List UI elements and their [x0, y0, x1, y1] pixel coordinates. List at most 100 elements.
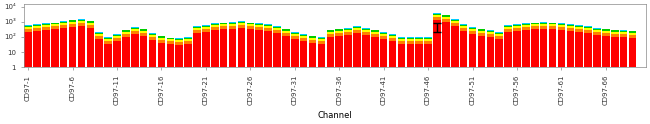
- Bar: [86, 25, 94, 28]
- Bar: [362, 35, 370, 67]
- Bar: [105, 38, 112, 39]
- Bar: [460, 26, 467, 28]
- Bar: [326, 32, 334, 34]
- Bar: [629, 33, 636, 35]
- Bar: [469, 29, 476, 31]
- Bar: [300, 38, 307, 41]
- Bar: [51, 27, 58, 29]
- Bar: [558, 27, 566, 30]
- Bar: [77, 26, 85, 67]
- Bar: [584, 26, 592, 27]
- Bar: [158, 40, 165, 43]
- Bar: [353, 30, 361, 33]
- Bar: [567, 31, 574, 67]
- Bar: [86, 23, 94, 25]
- Bar: [211, 25, 218, 27]
- Bar: [593, 32, 601, 35]
- Bar: [309, 38, 317, 40]
- Bar: [282, 29, 290, 31]
- Bar: [211, 27, 218, 30]
- Bar: [318, 37, 325, 38]
- Bar: [478, 33, 485, 36]
- Bar: [558, 30, 566, 67]
- Bar: [149, 40, 157, 67]
- Bar: [531, 24, 538, 27]
- Bar: [69, 24, 76, 27]
- Bar: [442, 19, 450, 22]
- Bar: [131, 34, 138, 67]
- Bar: [238, 25, 245, 28]
- Bar: [176, 42, 183, 45]
- Bar: [575, 27, 583, 29]
- Bar: [193, 26, 201, 27]
- Bar: [495, 36, 503, 39]
- Bar: [300, 34, 307, 35]
- Bar: [584, 33, 592, 67]
- Bar: [593, 29, 601, 30]
- Bar: [77, 23, 85, 26]
- Bar: [202, 29, 210, 32]
- Bar: [105, 44, 112, 67]
- Bar: [255, 24, 263, 25]
- Bar: [265, 31, 272, 67]
- Bar: [531, 27, 538, 29]
- Bar: [335, 33, 343, 36]
- Bar: [584, 28, 592, 30]
- Bar: [291, 32, 298, 33]
- Bar: [166, 44, 174, 67]
- Bar: [415, 44, 423, 67]
- Bar: [460, 28, 467, 31]
- Bar: [629, 38, 636, 67]
- Bar: [69, 27, 76, 67]
- Bar: [424, 37, 432, 38]
- Bar: [265, 25, 272, 26]
- Bar: [424, 44, 432, 67]
- Bar: [176, 40, 183, 42]
- Bar: [344, 29, 352, 30]
- Bar: [415, 41, 423, 44]
- Bar: [24, 27, 32, 29]
- Bar: [433, 13, 441, 14]
- Bar: [42, 23, 49, 24]
- Bar: [442, 17, 450, 19]
- Bar: [291, 39, 298, 67]
- Bar: [504, 32, 512, 67]
- Bar: [371, 37, 378, 67]
- Bar: [326, 34, 334, 37]
- Bar: [451, 23, 458, 26]
- Bar: [415, 39, 423, 41]
- Bar: [42, 27, 49, 30]
- Bar: [522, 23, 530, 24]
- Bar: [514, 26, 521, 28]
- Bar: [514, 24, 521, 25]
- Bar: [140, 31, 148, 33]
- Bar: [495, 33, 503, 34]
- Bar: [202, 32, 210, 67]
- Bar: [478, 36, 485, 67]
- Bar: [176, 38, 183, 39]
- Bar: [495, 39, 503, 67]
- Bar: [211, 24, 218, 25]
- Bar: [246, 24, 254, 27]
- Bar: [140, 36, 148, 67]
- Bar: [593, 35, 601, 67]
- Bar: [549, 29, 556, 67]
- Bar: [69, 20, 76, 22]
- Bar: [398, 41, 405, 44]
- Bar: [60, 28, 68, 67]
- Bar: [433, 17, 441, 20]
- Bar: [398, 44, 405, 67]
- Bar: [166, 39, 174, 41]
- Bar: [42, 30, 49, 67]
- Bar: [620, 30, 627, 31]
- Bar: [540, 29, 547, 67]
- Bar: [389, 36, 396, 38]
- Bar: [60, 23, 68, 25]
- Bar: [433, 14, 441, 15]
- Bar: [33, 24, 41, 25]
- Bar: [33, 26, 41, 28]
- Bar: [486, 37, 494, 67]
- Bar: [469, 31, 476, 34]
- Bar: [60, 25, 68, 28]
- Bar: [620, 34, 627, 37]
